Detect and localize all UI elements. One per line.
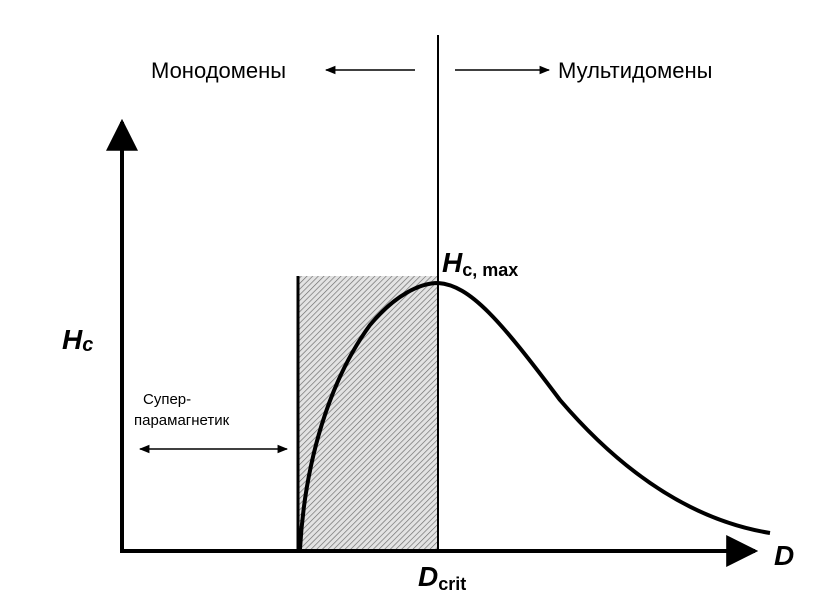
critical-label-sub: crit: [438, 574, 466, 594]
single-domain-hatched-region: [298, 276, 438, 551]
y-axis-label: Hc: [62, 324, 93, 356]
superparamagnetic-label-line2: парамагнетик: [134, 412, 230, 429]
multidomain-label: Мультидомены: [558, 58, 712, 83]
peak-coercivity-label: Hc, max: [442, 247, 518, 280]
coercivity-curve: [298, 280, 771, 550]
monodomain-label: Монодомены: [151, 58, 286, 83]
y-axis-label-main: H: [62, 324, 83, 355]
critical-diameter-label: Dcrit: [418, 561, 466, 594]
peak-label-sub: c, max: [462, 260, 518, 280]
x-axis-label: D: [774, 540, 794, 571]
y-axis-label-sub: c: [82, 334, 93, 356]
critical-label-main: D: [418, 561, 438, 592]
superparamagnetic-label-line1: Супер-: [143, 391, 191, 408]
peak-label-main: H: [442, 247, 463, 278]
